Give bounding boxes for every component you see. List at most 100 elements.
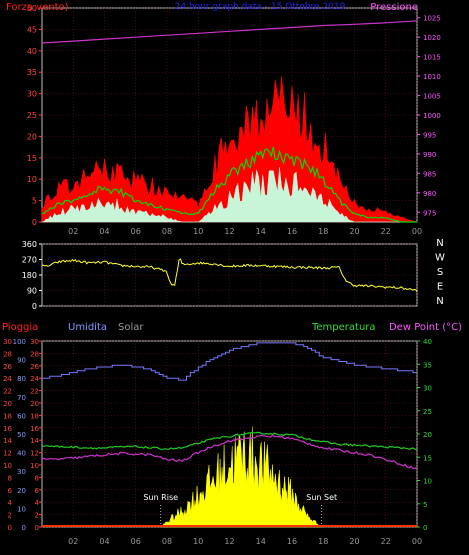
temperature-tick-label: 25	[423, 408, 432, 416]
x-tick-label: 20	[349, 537, 359, 546]
temperature-tick-label: 30	[423, 385, 432, 393]
x-tick-label: 10	[193, 537, 203, 546]
y-right-tick-label: 1000	[423, 112, 441, 120]
temperature-tick-label: 40	[423, 338, 432, 346]
humidity-tick-label: 100	[13, 338, 26, 346]
humidity-tick-label: 90	[17, 357, 26, 365]
direction-tick-label: 90	[27, 287, 37, 296]
humidity-tick-label: 70	[17, 394, 26, 402]
temp-left-tick-label: 30	[30, 338, 39, 346]
rain-tick-label: 30	[3, 338, 12, 346]
dew-point-line	[41, 434, 418, 470]
rain-tick-label: 26	[3, 363, 12, 371]
x-tick-label: 22	[381, 227, 391, 236]
x-tick-label: 20	[349, 227, 359, 236]
temp-left-tick-label: 2	[35, 512, 39, 520]
x-tick-label: 06	[131, 537, 141, 546]
rain-tick-label: 12	[3, 450, 12, 458]
wind-max-area	[41, 76, 418, 223]
temperature-tick-label: 20	[423, 431, 432, 439]
wind-pressure-panel: 0510152025303540455097598098599099510001…	[6, 2, 441, 236]
temp-left-tick-label: 14	[30, 437, 39, 445]
x-tick-label: 04	[99, 537, 109, 546]
x-tick-label: 16	[287, 227, 297, 236]
x-tick-label: 22	[381, 537, 391, 546]
x-tick-label: 12	[224, 227, 234, 236]
temp-left-tick-label: 0	[35, 524, 39, 532]
x-tick-label: 12	[224, 537, 234, 546]
solar-label: Solar	[118, 322, 144, 333]
compass-label: N	[436, 296, 443, 307]
pressure-label: Pressione	[370, 2, 418, 13]
rain-tick-label: 2	[8, 512, 12, 520]
rain-tick-label: 8	[8, 474, 12, 482]
wind-direction-line	[41, 258, 418, 292]
temperature-line	[41, 431, 418, 451]
y-left-tick-label: 25	[27, 111, 37, 120]
temp-left-tick-label: 18	[30, 412, 39, 420]
y-left-tick-label: 40	[27, 47, 37, 56]
wind-avg-line	[41, 146, 417, 223]
rain-tick-label: 0	[8, 524, 12, 532]
rain-label: Pioggia	[2, 322, 38, 333]
y-right-tick-label: 980	[423, 190, 436, 198]
y-right-tick-label: 985	[423, 170, 436, 178]
humidity-label: Umidita	[68, 322, 107, 333]
rain-tick-label: 10	[3, 462, 12, 470]
temp-left-tick-label: 6	[35, 487, 40, 495]
x-tick-label: 18	[318, 227, 328, 236]
rain-tick-label: 24	[3, 375, 12, 383]
x-tick-label: 04	[99, 227, 109, 236]
humidity-line	[42, 342, 417, 381]
temp-left-tick-label: 22	[30, 388, 39, 396]
x-tick-label: 02	[68, 227, 78, 236]
rain-tick-label: 20	[3, 400, 12, 408]
humidity-tick-label: 10	[17, 505, 26, 513]
temp-left-tick-label: 12	[30, 450, 39, 458]
y-left-tick-label: 0	[32, 218, 37, 227]
direction-tick-label: 180	[22, 271, 37, 280]
rain-tick-label: 16	[3, 425, 12, 433]
wind-force-label: Forza vento)	[6, 2, 69, 13]
y-right-tick-label: 990	[423, 151, 436, 159]
y-right-tick-label: 1020	[423, 34, 441, 42]
temp-left-tick-label: 8	[35, 474, 39, 482]
x-tick-label: 00	[412, 537, 422, 546]
y-left-tick-label: 20	[27, 132, 37, 141]
compass-label: W	[435, 253, 445, 264]
rain-tick-label: 4	[8, 499, 13, 507]
x-tick-label: 10	[193, 227, 203, 236]
rain-tick-label: 14	[3, 437, 12, 445]
temp-left-tick-label: 28	[30, 350, 39, 358]
dew-point-label: Dew Point (°C)	[389, 322, 462, 333]
sunrise-label: Sun Rise	[143, 493, 178, 502]
humidity-tick-label: 60	[17, 412, 26, 420]
rain-tick-label: 18	[3, 412, 12, 420]
temp-left-tick-label: 10	[30, 462, 39, 470]
temp-left-tick-label: 24	[30, 375, 39, 383]
y-right-tick-label: 1005	[423, 93, 441, 101]
wind-min-area	[41, 167, 417, 223]
x-tick-label: 16	[287, 537, 297, 546]
rain-tick-label: 22	[3, 388, 12, 396]
humidity-tick-label: 50	[17, 431, 26, 439]
temp-left-tick-label: 4	[35, 499, 40, 507]
chart-title: 24 hour graph data - 15 Ottobre 2019	[175, 2, 346, 12]
compass-label: E	[437, 282, 443, 293]
x-tick-label: 14	[256, 227, 266, 236]
x-tick-label: 00	[412, 227, 422, 236]
direction-tick-label: 270	[22, 256, 37, 265]
temperature-label: Temperatura	[311, 322, 376, 333]
x-tick-label: 08	[162, 537, 172, 546]
sunset-label: Sun Set	[306, 493, 337, 502]
y-left-tick-label: 10	[27, 175, 37, 184]
x-tick-label: 02	[68, 537, 78, 546]
humidity-tick-label: 0	[22, 524, 26, 532]
humidity-tick-label: 80	[17, 375, 26, 383]
x-tick-label: 14	[256, 537, 266, 546]
temp-left-tick-label: 20	[30, 400, 39, 408]
y-right-tick-label: 1015	[423, 54, 441, 62]
y-left-tick-label: 5	[32, 197, 37, 206]
